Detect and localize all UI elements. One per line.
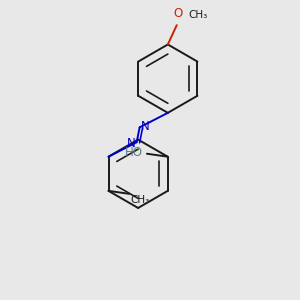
Text: CH₃: CH₃: [131, 195, 150, 205]
Text: O: O: [174, 7, 183, 20]
Text: N: N: [127, 136, 136, 150]
Text: HO: HO: [125, 146, 143, 159]
Text: N: N: [141, 120, 149, 133]
Text: CH₃: CH₃: [188, 10, 207, 20]
